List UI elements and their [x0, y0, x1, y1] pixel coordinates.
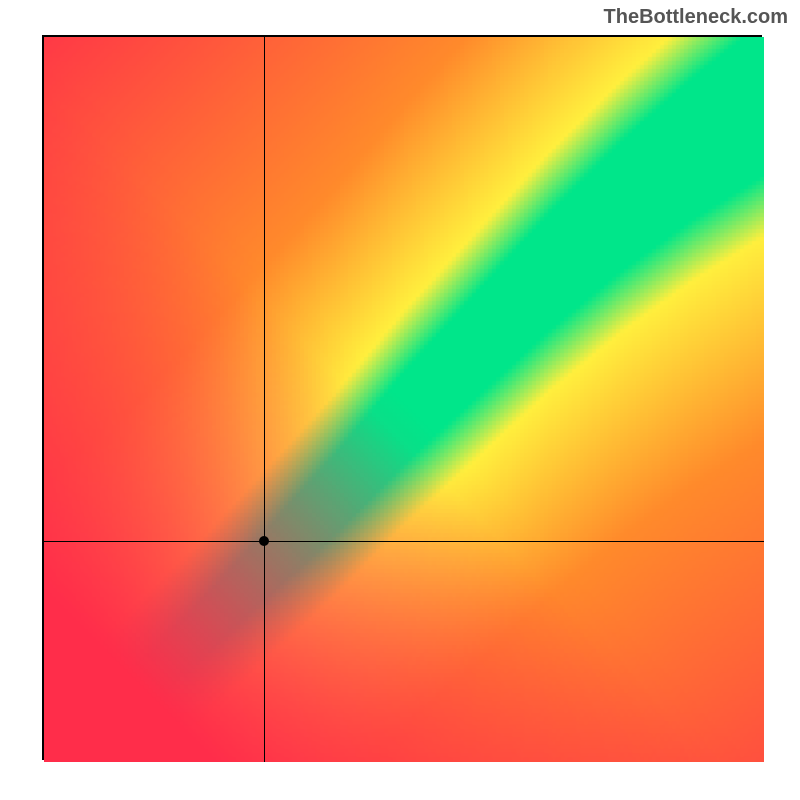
heatmap-canvas	[44, 37, 764, 762]
watermark-text: TheBottleneck.com	[604, 6, 788, 29]
crosshair-horizontal	[44, 541, 764, 542]
crosshair-vertical	[264, 37, 265, 762]
chart-container: TheBottleneck.com	[0, 0, 800, 800]
plot-frame	[42, 35, 762, 760]
crosshair-marker	[259, 536, 269, 546]
